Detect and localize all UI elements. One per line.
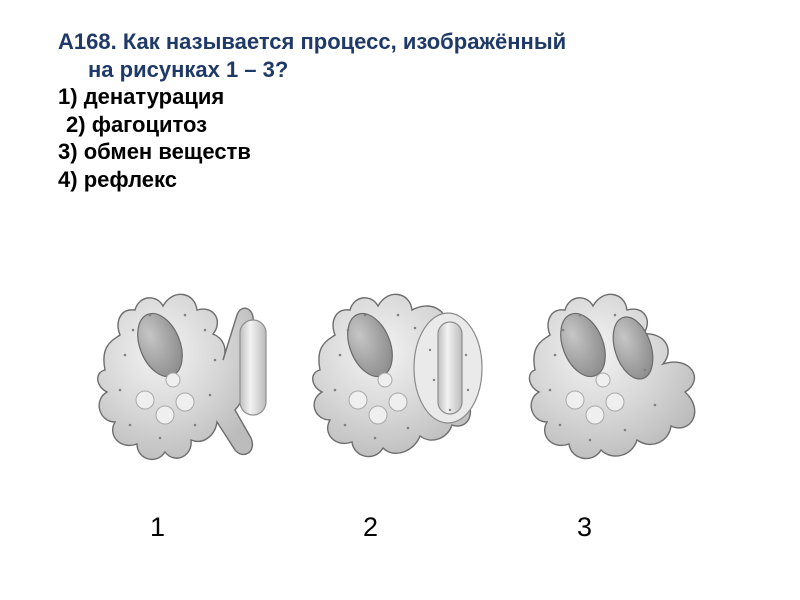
question-text-2: на рисунках 1 – 3? [58, 56, 760, 84]
organelle [566, 391, 584, 409]
organelle [176, 393, 194, 411]
organelle [389, 393, 407, 411]
cell-2 [313, 294, 482, 456]
organelle [136, 391, 154, 409]
organelle [349, 391, 367, 409]
question-line-1: А168. Как называется процесс, изображённ… [58, 28, 760, 56]
answer-1-num: 1) [58, 84, 78, 109]
answer-2-num: 2) [66, 112, 86, 137]
answer-4: 4) рефлекс [58, 166, 760, 194]
organelle [378, 373, 392, 387]
cell-2-bacterium [438, 322, 462, 414]
organelle [606, 393, 624, 411]
answer-1: 1) денатурация [58, 83, 760, 111]
answer-3: 3) обмен веществ [58, 138, 760, 166]
answers-block: 1) денатурация 2) фагоцитоз 3) обмен вещ… [58, 83, 760, 193]
figure-label-1: 1 [150, 512, 165, 543]
cell-1 [98, 294, 266, 459]
question-prefix: А168. [58, 29, 123, 54]
answer-2-text: фагоцитоз [92, 112, 207, 137]
phagocytosis-diagram [65, 260, 705, 510]
question-text-1: Как называется процесс, изображённый [123, 29, 566, 54]
answer-4-text: рефлекс [84, 167, 177, 192]
figure-area: 1 2 3 [65, 260, 705, 550]
organelle [369, 406, 387, 424]
organelle [166, 373, 180, 387]
organelle [586, 406, 604, 424]
organelle [596, 373, 610, 387]
answer-1-text: денатурация [84, 84, 225, 109]
answer-4-num: 4) [58, 167, 78, 192]
question-block: А168. Как называется процесс, изображённ… [58, 28, 760, 83]
cell-3-body [529, 294, 694, 458]
cell-3 [529, 294, 694, 458]
slide: А168. Как называется процесс, изображённ… [0, 0, 800, 600]
figure-label-2: 2 [363, 512, 378, 543]
organelle [156, 406, 174, 424]
cell-1-bacterium [240, 320, 266, 415]
figure-label-3: 3 [577, 512, 592, 543]
answer-2: 2) фагоцитоз [58, 111, 760, 139]
answer-3-text: обмен веществ [84, 139, 251, 164]
answer-3-num: 3) [58, 139, 78, 164]
